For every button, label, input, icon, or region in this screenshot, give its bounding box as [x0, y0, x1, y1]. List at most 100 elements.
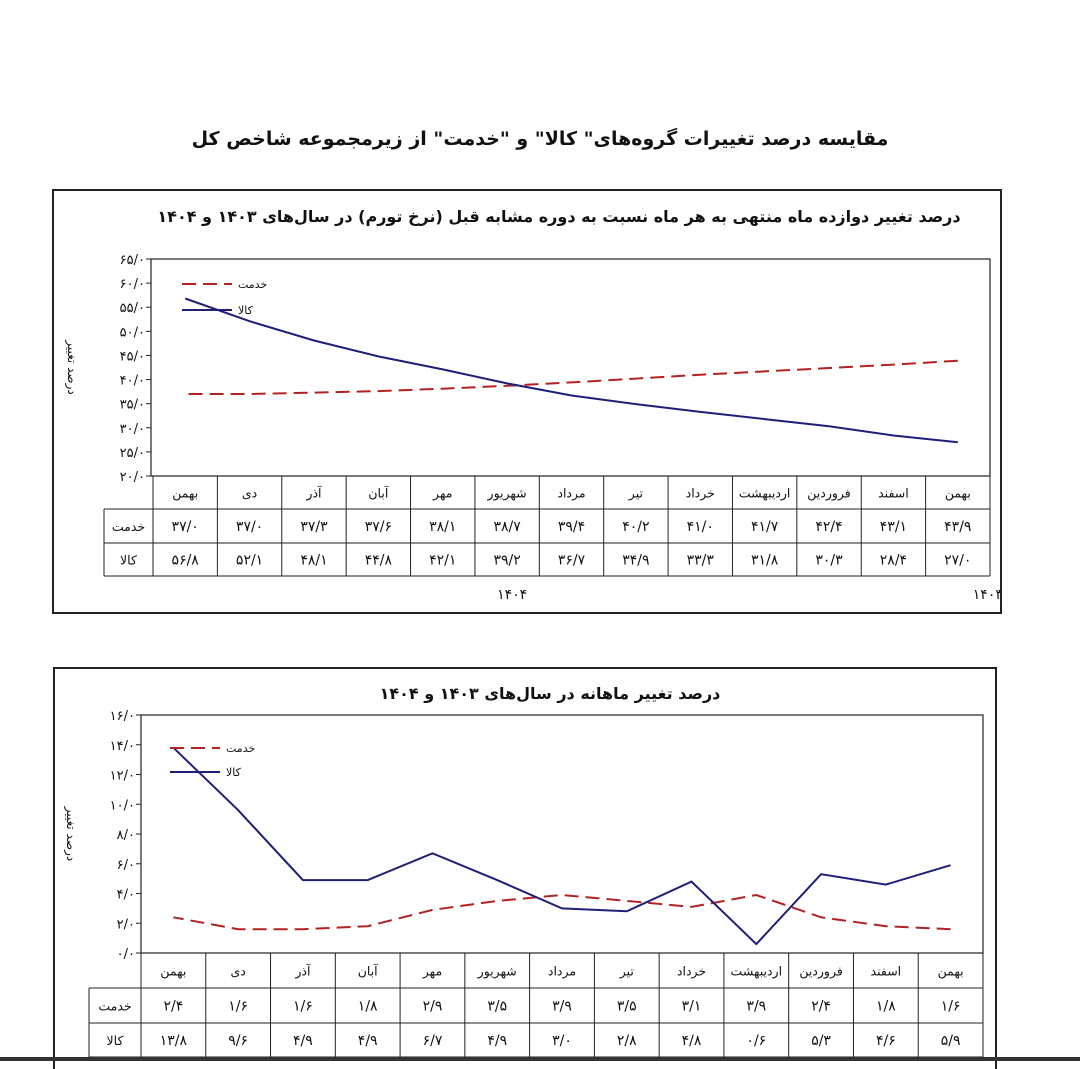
data-label: ۶/۷ — [423, 1033, 443, 1049]
data-label: ۵/۹ — [941, 1033, 961, 1049]
x-category-label: خرداد — [686, 486, 715, 502]
data-label: ۳/۹ — [552, 999, 572, 1015]
year-label: ۱۴۰۳ — [973, 587, 1000, 603]
y-tick-label: ۴۰/۰ — [120, 374, 145, 389]
data-label: ۴۸/۱ — [300, 553, 327, 569]
monthly-change-chart-panel: درصد تغییر ماهانه در سال‌های ۱۴۰۳ و ۱۴۰۴… — [53, 667, 997, 1069]
legend-label: خدمت — [226, 742, 255, 755]
data-label: ۱/۸ — [876, 999, 896, 1015]
monthly-change-chart: درصد تغییر ماهانه در سال‌های ۱۴۰۳ و ۱۴۰۴… — [63, 684, 984, 1058]
x-category-label: شهریور — [477, 964, 517, 980]
data-label: ۵۶/۸ — [172, 553, 200, 569]
series-line-service — [173, 893, 951, 931]
data-label: ۴۲/۱ — [429, 553, 456, 569]
x-category-label: آذر — [305, 486, 322, 502]
data-label: ۱/۶ — [941, 999, 961, 1015]
table-row-header: کالا — [120, 553, 137, 568]
data-label: ۲/۸ — [617, 1033, 637, 1049]
data-label: ۴۳/۱ — [880, 519, 907, 535]
y-tick-label: ۱۰/۰ — [110, 798, 135, 813]
y-tick-label: ۱۲/۰ — [110, 769, 135, 784]
data-label: ۵۲/۱ — [236, 553, 263, 569]
data-label: ۱/۶ — [293, 999, 313, 1015]
y-tick-label: ۶/۰ — [117, 858, 135, 873]
y-tick-label: ۴/۰ — [117, 888, 135, 903]
x-category-label: خرداد — [677, 964, 706, 980]
data-label: ۴۱/۷ — [751, 519, 779, 535]
data-label: ۳۱/۸ — [751, 553, 779, 569]
data-label: ۱/۸ — [358, 999, 378, 1015]
x-category-label: اسفند — [871, 964, 902, 979]
data-label: ۴/۶ — [876, 1033, 896, 1049]
data-label: ۴۳/۹ — [944, 519, 971, 535]
data-label: ۱/۶ — [228, 999, 248, 1015]
x-category-label: شهریور — [487, 486, 527, 502]
data-label: ۳/۱ — [682, 999, 702, 1015]
data-label: ۴/۹ — [358, 1033, 378, 1049]
y-tick-label: ۱۴/۰ — [110, 739, 135, 754]
table-row-header: خدمت — [98, 999, 131, 1014]
data-label: ۴۲/۴ — [815, 519, 842, 535]
x-category-label: مهر — [432, 486, 452, 502]
data-label: ۳/۰ — [552, 1033, 572, 1049]
data-label: ۱۳/۸ — [160, 1033, 188, 1049]
chart-title: درصد تغییر ماهانه در سال‌های ۱۴۰۳ و ۱۴۰۴ — [380, 684, 721, 703]
data-label: ۵/۳ — [811, 1033, 831, 1049]
page-title: مقایسه درصد تغییرات گروه‌های" کالا" و "خ… — [191, 128, 889, 150]
x-category-label: آبان — [358, 964, 378, 979]
y-axis-label: درصد تغییر — [64, 339, 79, 394]
data-label: ۳/۵ — [487, 999, 507, 1015]
x-category-label: مهر — [422, 964, 442, 980]
data-label: ۳۹/۴ — [558, 519, 585, 535]
x-category-label: بهمن — [160, 964, 186, 980]
data-label: ۴/۹ — [487, 1033, 507, 1049]
x-category-label: بهمن — [172, 486, 198, 502]
data-label: ۴/۸ — [682, 1033, 702, 1049]
y-tick-label: ۲۰/۰ — [120, 470, 145, 485]
x-category-label: دی — [230, 964, 245, 979]
x-category-label: آبان — [368, 486, 388, 501]
data-label: ۳۷/۶ — [365, 519, 392, 535]
chart-title: درصد تغییر دوازده ماه منتهی به هر ماه نس… — [157, 207, 960, 226]
x-category-label: فروردین — [799, 964, 843, 980]
x-category-label: اسفند — [878, 486, 909, 501]
data-label: ۲/۹ — [423, 999, 443, 1015]
data-label: ۳/۵ — [617, 999, 637, 1015]
plot-frame — [140, 714, 984, 954]
y-tick-label: ۶۰/۰ — [120, 277, 145, 292]
x-category-label: بهمن — [938, 964, 964, 980]
plot-frame — [150, 258, 991, 477]
y-tick-label: ۳۵/۰ — [120, 398, 145, 413]
data-label: ۳۷/۳ — [300, 519, 328, 535]
series-line-goods — [172, 746, 951, 946]
data-label: ۲۸/۴ — [880, 553, 907, 569]
x-category-label: فروردین — [807, 486, 851, 502]
data-label: ۲۷/۰ — [944, 553, 971, 569]
data-label: ۳۰/۳ — [815, 553, 843, 569]
data-label: ۳۷/۰ — [236, 519, 263, 535]
data-label: ۳/۹ — [746, 999, 766, 1015]
series-line-service — [185, 359, 958, 395]
annual-inflation-chart-panel: درصد تغییر دوازده ماه منتهی به هر ماه نس… — [52, 189, 1002, 614]
legend-label: خدمت — [238, 278, 267, 291]
data-label: ۲/۴ — [811, 999, 831, 1015]
x-category-label: اردیبهشت — [739, 486, 791, 502]
y-tick-label: ۴۵/۰ — [120, 349, 145, 364]
x-category-label: تیر — [619, 964, 635, 980]
data-label: ۴/۹ — [293, 1033, 313, 1049]
y-tick-label: ۲/۰ — [117, 917, 135, 932]
data-label: ۴۴/۸ — [365, 553, 393, 569]
y-tick-label: ۶۵/۰ — [120, 253, 145, 268]
data-label: ۲/۴ — [164, 999, 184, 1015]
table-row-header: خدمت — [112, 519, 145, 534]
x-category-label: بهمن — [945, 486, 971, 502]
data-label: ۳۳/۳ — [687, 553, 715, 569]
x-category-label: اردیبهشت — [731, 964, 783, 980]
annual-inflation-chart: درصد تغییر دوازده ماه منتهی به هر ماه نس… — [64, 207, 1000, 603]
data-label: ۳۸/۷ — [493, 519, 521, 535]
y-tick-label: ۱۶/۰ — [110, 709, 135, 724]
y-tick-label: ۰/۰ — [117, 947, 135, 962]
legend-label: کالا — [238, 304, 254, 317]
y-tick-label: ۳۰/۰ — [120, 422, 145, 437]
data-label: ۳۶/۷ — [558, 553, 586, 569]
